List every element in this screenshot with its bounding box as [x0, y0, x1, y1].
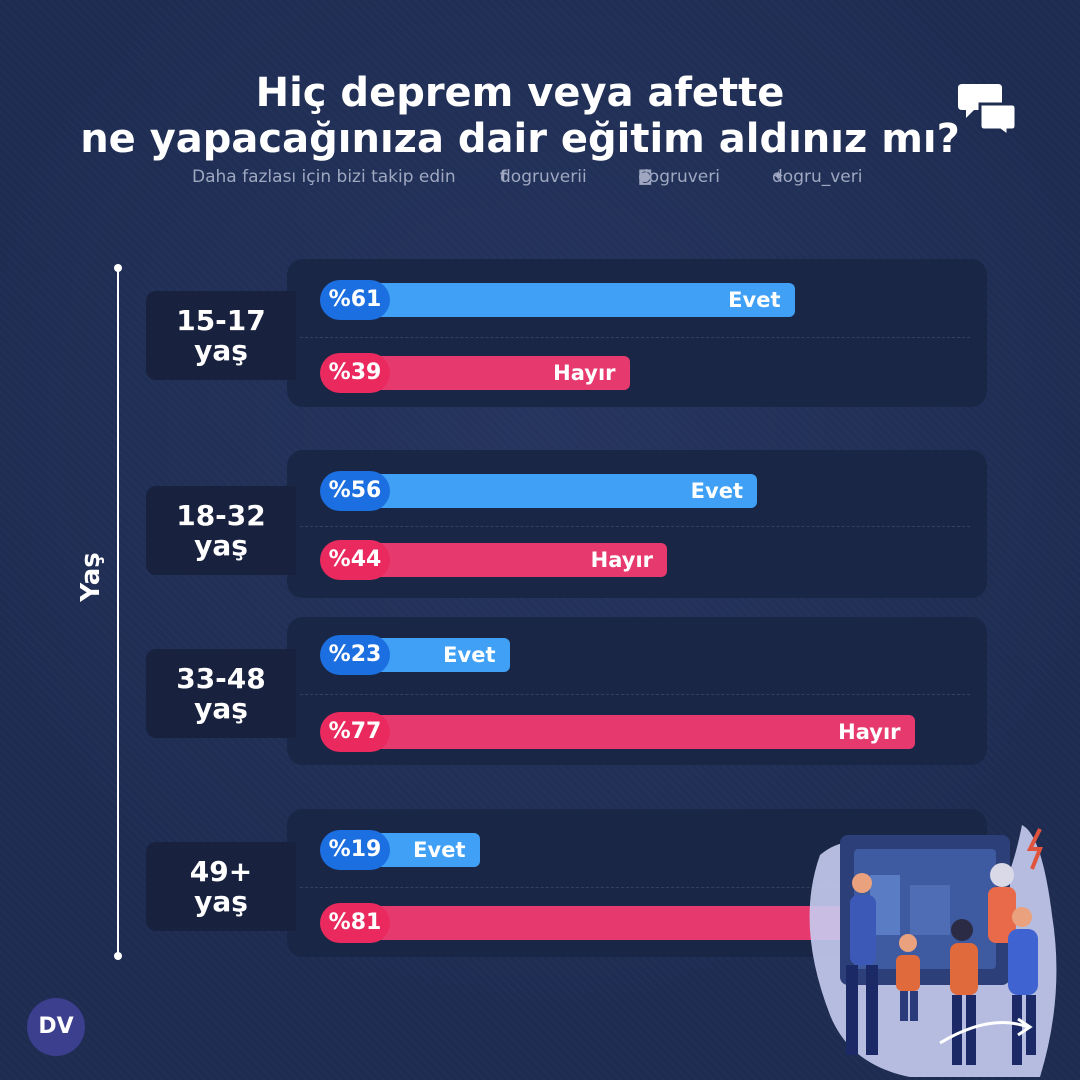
age-range-text: 33-48 — [176, 661, 266, 695]
evet-bar-label: Evet — [690, 479, 743, 503]
hayir-bar-label: Hayır — [838, 720, 901, 744]
people-illustration — [809, 825, 1057, 1077]
age-range-text: 15-17 — [176, 303, 266, 337]
row-divider — [300, 693, 970, 695]
brand-logo: DV — [27, 998, 85, 1056]
title-line-1: Hiç deprem veya afette — [255, 70, 785, 116]
evet-bar — [337, 283, 795, 317]
hayir-percent-pill: %77 — [320, 712, 390, 752]
hayir-percent-pill: %39 — [320, 353, 390, 393]
evet-bar-label: Evet — [413, 838, 466, 862]
age-unit-text: yaş — [194, 691, 248, 725]
evet-bar-label: Evet — [728, 288, 781, 312]
age-range-text: 49+ — [189, 854, 253, 888]
hayir-percent-pill: %81 — [320, 903, 390, 943]
hayir-bar-label: Hayır — [590, 548, 653, 572]
evet-percent-pill: %61 — [320, 280, 390, 320]
hayir-bar-label: Hayır — [553, 361, 616, 385]
hayir-bar — [337, 543, 667, 577]
row-divider — [300, 886, 970, 888]
instagram-icon: ◙ — [638, 167, 653, 185]
twitter-handle-text: dogru_veri — [772, 167, 863, 187]
age-range-text: 18-32 — [176, 498, 266, 532]
evet-percent-pill: %23 — [320, 635, 390, 675]
age-group-label: 18-32 yaş — [146, 486, 296, 575]
evet-bar — [337, 474, 757, 508]
facebook-icon: f — [500, 167, 507, 185]
y-axis-label: Yaş — [76, 552, 106, 602]
hayir-percent-pill: %44 — [320, 540, 390, 580]
hayir-bar — [337, 715, 915, 749]
chat-bubbles-icon — [958, 84, 1018, 138]
age-unit-text: yaş — [194, 884, 248, 918]
facebook-handle-text: dogruverii — [500, 167, 587, 187]
age-group-label: 49+ yaş — [146, 842, 296, 931]
follow-text: Daha fazlası için bizi takip edin — [192, 167, 456, 187]
age-group-label: 33-48 yaş — [146, 649, 296, 738]
title-line-2: ne yapacağınıza dair eğitim aldınız mı? — [80, 116, 960, 162]
age-unit-text: yaş — [194, 528, 248, 562]
evet-percent-pill: %19 — [320, 830, 390, 870]
evet-percent-pill: %56 — [320, 471, 390, 511]
twitter-icon: ✦ — [772, 167, 785, 185]
instagram-handle-text: dogruveri — [638, 167, 720, 187]
age-group-label: 15-17 yaş — [146, 291, 296, 380]
row-divider — [300, 525, 970, 527]
row-divider — [300, 336, 970, 338]
evet-bar-label: Evet — [443, 643, 496, 667]
age-unit-text: yaş — [194, 333, 248, 367]
